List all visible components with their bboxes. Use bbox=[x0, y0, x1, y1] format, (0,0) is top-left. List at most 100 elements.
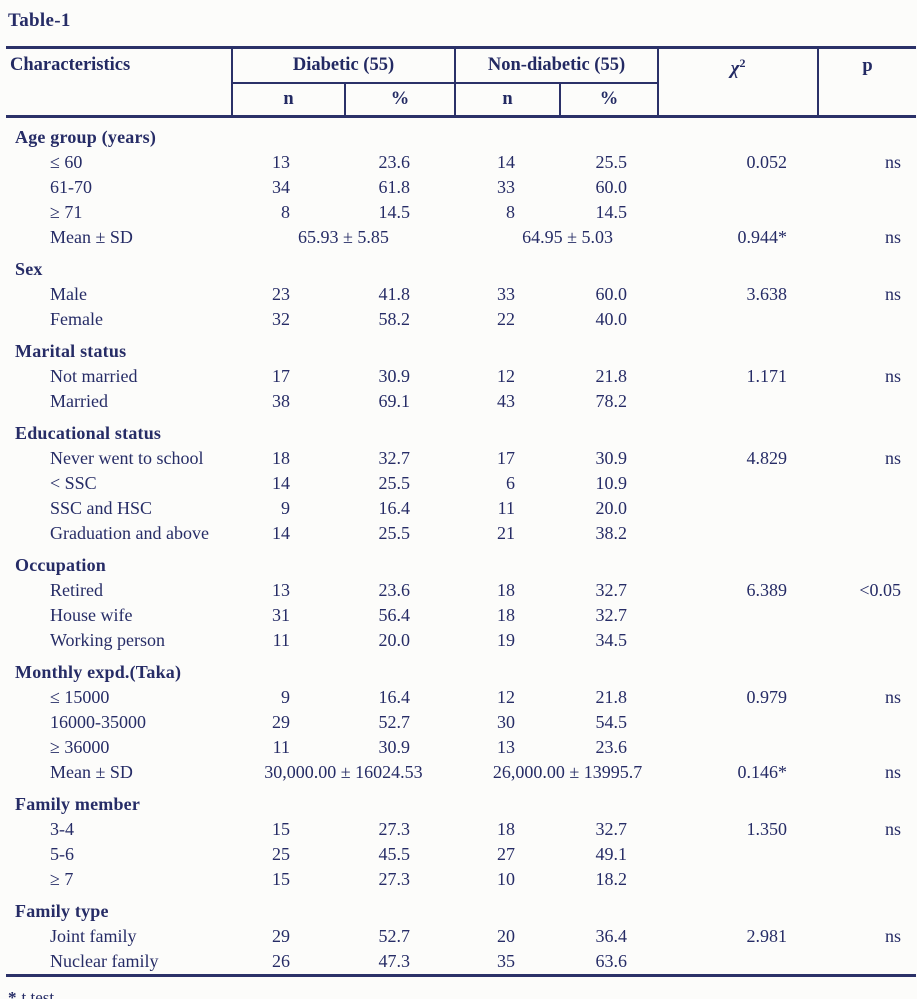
chi2-cell bbox=[658, 842, 818, 867]
p-cell bbox=[818, 628, 916, 653]
table-row: Mean ± SD 30,000.00 ± 16024.53 26,000.00 ±… bbox=[6, 760, 916, 785]
nondiabetic-pct-cell: 21.8 bbox=[595, 366, 628, 386]
p-cell bbox=[818, 175, 916, 200]
diabetic-pct-cell: 30.9 bbox=[378, 366, 411, 386]
section-label: Sex bbox=[15, 259, 43, 279]
chi2-cell: 4.829 bbox=[746, 448, 788, 468]
p-cell: ns bbox=[885, 227, 902, 247]
section-row: Family member bbox=[6, 785, 916, 817]
col-header-diabetic-n: n bbox=[232, 83, 346, 117]
diabetic-pct-cell: 23.6 bbox=[378, 152, 411, 172]
diabetic-pct-cell: 25.5 bbox=[378, 523, 411, 543]
table-row: < SSC 14 25.5 6 10.9 bbox=[6, 471, 916, 496]
col-header-diabetic-pct: % bbox=[345, 83, 456, 117]
chi2-cell bbox=[658, 710, 818, 735]
row-label-cell: 61-70 bbox=[50, 177, 92, 197]
nondiabetic-pct-cell: 14.5 bbox=[595, 202, 628, 222]
row-label-cell: Graduation and above bbox=[50, 523, 209, 543]
diabetic-n-cell: 13 bbox=[272, 580, 290, 600]
row-label-cell: Mean ± SD bbox=[50, 227, 133, 247]
p-cell: ns bbox=[885, 819, 902, 839]
section-row: Educational status bbox=[6, 414, 916, 446]
nondiabetic-n-cell: 20 bbox=[497, 926, 515, 946]
diabetic-pct-cell: 27.3 bbox=[378, 819, 411, 839]
nondiabetic-n-cell: 19 bbox=[497, 630, 515, 650]
section-row: Occupation bbox=[6, 546, 916, 578]
nondiabetic-pct-cell: 32.7 bbox=[595, 580, 628, 600]
table-body: Age group (years) ≤ 60 13 23.6 14 25.5 0.052 ns… bbox=[6, 117, 916, 976]
nondiabetic-n-cell: 27 bbox=[497, 844, 515, 864]
col-header-chi-square: χ2 bbox=[658, 47, 820, 117]
p-cell bbox=[818, 603, 916, 628]
row-label-cell: Not married bbox=[50, 366, 138, 386]
chi2-cell bbox=[658, 867, 818, 892]
diabetic-n-cell: 11 bbox=[272, 630, 290, 650]
section-label: Educational status bbox=[15, 423, 162, 443]
nondiabetic-pct-cell: 30.9 bbox=[595, 448, 628, 468]
nondiabetic-pct-cell: 18.2 bbox=[595, 869, 628, 889]
diabetic-n-cell: 29 bbox=[272, 926, 290, 946]
diabetic-n-cell: 15 bbox=[272, 869, 290, 889]
p-cell: ns bbox=[885, 284, 902, 304]
diabetic-n-cell: 18 bbox=[272, 448, 290, 468]
section-label: Family member bbox=[15, 794, 141, 814]
section-row: Marital status bbox=[6, 332, 916, 364]
table-row: Retired 13 23.6 18 32.7 6.389 <0.05 bbox=[6, 578, 916, 603]
row-label-cell: Male bbox=[50, 284, 87, 304]
chi2-cell bbox=[658, 471, 818, 496]
table-row: 3-4 15 27.3 18 32.7 1.350 ns bbox=[6, 817, 916, 842]
chi2-cell bbox=[658, 496, 818, 521]
chi-symbol: χ bbox=[730, 58, 740, 80]
diabetic-pct-cell: 69.1 bbox=[378, 391, 411, 411]
diabetic-n-cell: 11 bbox=[272, 737, 290, 757]
diabetic-n-cell: 17 bbox=[272, 366, 290, 386]
diabetic-pct-cell: 14.5 bbox=[378, 202, 411, 222]
nondiabetic-n-cell: 35 bbox=[497, 951, 515, 971]
diabetic-n-cell: 8 bbox=[281, 202, 290, 222]
chi2-cell: 3.638 bbox=[746, 284, 788, 304]
header-row-groups: Characteristics Diabetic (55) Non-diabet… bbox=[6, 47, 916, 117]
nondiabetic-n-cell: 6 bbox=[506, 473, 515, 493]
diabetic-n-cell: 25 bbox=[272, 844, 290, 864]
diabetic-pct-cell: 41.8 bbox=[378, 284, 411, 304]
p-cell bbox=[818, 735, 916, 760]
col-header-diabetic: Diabetic (55) bbox=[232, 47, 456, 84]
nondiabetic-n-cell: 14 bbox=[497, 152, 515, 172]
diabetic-pct-cell: 27.3 bbox=[378, 869, 411, 889]
chi2-cell bbox=[658, 628, 818, 653]
nondiabetic-n-cell: 18 bbox=[497, 605, 515, 625]
nondiabetic-n-cell: 43 bbox=[497, 391, 515, 411]
p-cell bbox=[818, 496, 916, 521]
diabetic-pct-cell: 47.3 bbox=[378, 951, 411, 971]
nondiabetic-pct-cell: 60.0 bbox=[595, 284, 628, 304]
diabetic-pct-cell: 30.9 bbox=[378, 737, 411, 757]
footnote: * t test bbox=[8, 988, 917, 999]
chi2-cell bbox=[658, 200, 818, 225]
table-row: 61-70 34 61.8 33 60.0 bbox=[6, 175, 916, 200]
p-cell bbox=[818, 389, 916, 414]
chi2-cell: 0.944* bbox=[737, 227, 788, 247]
p-cell: ns bbox=[885, 687, 902, 707]
nondiabetic-pct-cell: 63.6 bbox=[595, 951, 628, 971]
table-row: ≥ 71 8 14.5 8 14.5 bbox=[6, 200, 916, 225]
col-header-nondiabetic-pct: % bbox=[560, 83, 660, 117]
diabetic-pct-cell: 52.7 bbox=[378, 712, 411, 732]
table-row: SSC and HSC 9 16.4 11 20.0 bbox=[6, 496, 916, 521]
p-cell bbox=[818, 842, 916, 867]
row-label-cell: ≥ 71 bbox=[50, 202, 83, 222]
row-label-cell: 16000-35000 bbox=[50, 712, 146, 732]
diabetic-n-cell: 14 bbox=[272, 473, 290, 493]
section-label: Marital status bbox=[15, 341, 127, 361]
table-row: ≤ 60 13 23.6 14 25.5 0.052 ns bbox=[6, 150, 916, 175]
p-cell bbox=[818, 867, 916, 892]
nondiabetic-n-cell: 33 bbox=[497, 284, 515, 304]
diabetic-pct-cell: 61.8 bbox=[378, 177, 411, 197]
chi2-cell: 1.171 bbox=[746, 366, 788, 386]
table-row: ≤ 15000 9 16.4 12 21.8 0.979 ns bbox=[6, 685, 916, 710]
p-cell bbox=[818, 710, 916, 735]
nondiabetic-pct-cell: 23.6 bbox=[595, 737, 628, 757]
diabetic-mean-cell: 30,000.00 ± 16024.53 bbox=[264, 762, 423, 782]
diabetic-n-cell: 34 bbox=[272, 177, 290, 197]
nondiabetic-n-cell: 21 bbox=[497, 523, 515, 543]
footnote-text: t test bbox=[21, 988, 55, 999]
